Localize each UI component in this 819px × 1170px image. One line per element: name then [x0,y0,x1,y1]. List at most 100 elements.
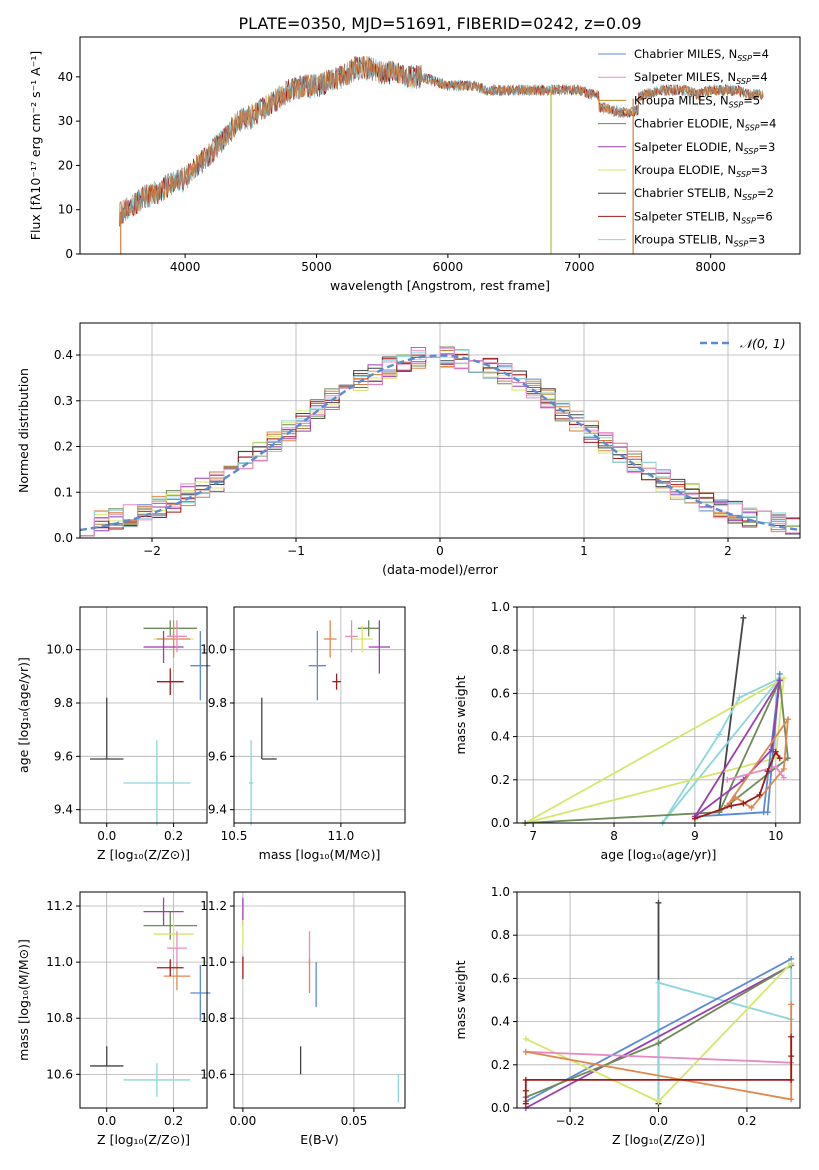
x-axis-label: wavelength [Angstrom, rest frame] [330,278,550,293]
y-axis-label: mass weight [453,675,468,754]
error-point [308,631,326,701]
error-point [90,1046,124,1067]
series-line [525,964,792,1109]
y-tick-label: 9.8 [208,696,227,710]
y-axis-label: age [log₁₀(age/yr)] [16,657,31,773]
x-axis-label: (data-model)/error [382,562,499,577]
error-point [123,740,191,826]
error-point [345,620,358,653]
y-tick-label: 40 [58,70,73,84]
error-point [143,911,197,940]
series-marker [788,1033,795,1040]
y-tick-label: 0.2 [491,1058,510,1072]
legend: Chabrier MILES, NSSP=4 Salpeter MILES, NS… [598,47,776,249]
y-tick-label: 0.4 [491,1015,510,1029]
histogram-series [80,347,800,537]
series-marker [522,1048,529,1055]
series-line [525,958,792,1103]
error-point [261,697,277,760]
panel-2: −2 −1 0 1 2 0.0 0.1 0.2 0.3 0.4 (data-model)/error… [16,322,801,577]
y-tick-label: 9.6 [54,749,73,763]
series-marker [522,1035,529,1042]
x-tick-label: 5000 [301,260,332,274]
axes-frame [233,606,406,824]
series-marker [655,1098,662,1105]
error-point [323,620,337,658]
axes-frame [516,606,801,824]
legend: 𝒩(0, 1) [700,336,786,351]
legend-entry: Chabrier ELODIE, NSSP=4 [634,117,776,133]
series-marker [655,979,662,986]
y-tick-label: 11.0 [200,955,227,969]
x-tick-label: 7 [529,829,537,843]
weight-series [724,763,787,783]
y-tick-label: 20 [58,158,73,172]
y-tick-label: 1.0 [491,885,510,899]
panels: 4000 5000 6000 7000 8000010203040wavelength … [16,36,801,1147]
series-marker [728,802,735,809]
y-tick-label: 11.2 [46,899,73,913]
error-point [166,931,187,965]
series-line [524,676,785,824]
legend-entry: Salpeter MILES, NSSP=4 [634,70,768,86]
error-point [248,740,254,826]
x-tick-label: 6000 [433,260,464,274]
x-axis-label: Z [log₁₀(Z/Z⊙)] [97,847,190,862]
figure-title: PLATE=0350, MJD=51691, FIBERID=0242, z=0… [238,14,641,33]
series-marker [776,677,783,684]
series-marker [740,614,747,621]
x-tick-label: 0.0 [97,829,116,843]
axes-frame [79,36,801,255]
y-tick-label: 0.4 [491,730,510,744]
error-point [156,620,191,658]
legend-entry: Kroupa MILES, NSSP=5 [634,93,760,109]
y-tick-label: 0.6 [491,971,510,985]
x-tick-label: 10.5 [221,829,248,843]
x-axis-label: Z [log₁₀(Z/Z⊙)] [612,1132,705,1147]
x-axis-label: Z [log₁₀(Z/Z⊙)] [97,1132,190,1147]
series-marker [732,794,739,801]
error-point [166,620,187,653]
y-tick-label: 10.0 [46,643,73,657]
series-line [525,677,789,824]
x-tick-label: 0.2 [164,1114,183,1128]
series-marker [764,768,771,775]
x-tick-label: 8000 [695,260,726,274]
y-tick-label: 9.4 [208,803,227,817]
error-point [143,620,197,637]
series-marker [772,748,779,755]
series-marker [772,763,779,770]
x-tick-label: 0.0 [97,1114,116,1128]
series-marker [768,746,775,753]
series-line [726,716,790,810]
x-tick-label: 8 [610,829,618,843]
y-tick-label: 10 [58,203,73,217]
series-marker [780,675,787,682]
legend-entry: 𝒩(0, 1) [740,336,786,351]
y-axis-label: mass weight [453,960,468,1039]
y-tick-label: 10.8 [200,1011,227,1025]
series-marker [740,800,747,807]
x-tick-label: 0.0 [649,1114,668,1128]
series-marker [776,755,783,762]
error-point [143,897,184,926]
series-line [525,1050,792,1064]
series-marker [788,1001,795,1008]
y-tick-label: 0.2 [491,773,510,787]
y-tick-label: 0.1 [54,485,73,499]
y-tick-label: 11.0 [46,955,73,969]
axes-frame [233,891,406,1109]
x-tick-label: −0.2 [555,1114,584,1128]
series-marker [736,694,743,701]
error-point [153,920,194,949]
series-marker [776,670,783,677]
y-tick-label: 9.4 [54,803,73,817]
x-tick-label: −1 [287,544,305,558]
y-tick-label: 0.3 [54,394,73,408]
x-tick-label: 1 [580,544,588,558]
series-marker [788,960,795,967]
y-tick-label: 10.0 [200,643,227,657]
y-tick-label: 11.2 [200,899,227,913]
error-point [368,620,391,674]
